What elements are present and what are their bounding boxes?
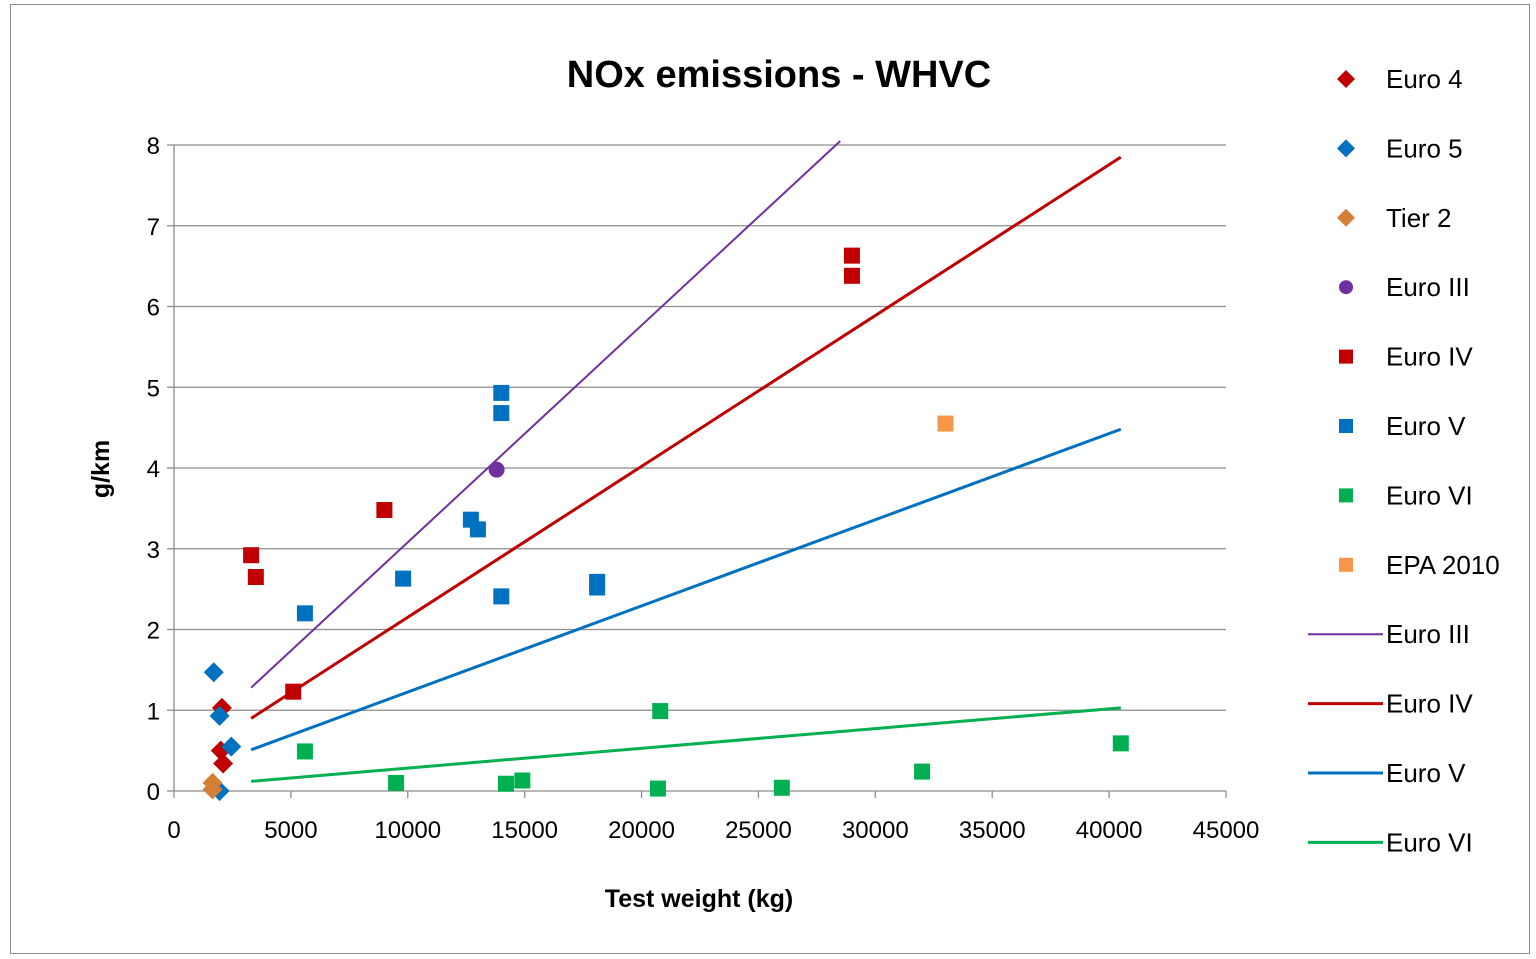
legend-label: Euro IV (1386, 342, 1473, 372)
data-point (202, 779, 223, 800)
trend-lines (250, 140, 1122, 783)
x-tick-label: 40000 (1076, 817, 1143, 844)
data-point (493, 384, 510, 401)
legend-label: EPA 2010 (1386, 550, 1500, 580)
legend-label: Euro III (1386, 619, 1470, 649)
data-point (296, 605, 313, 622)
legend-label: Euro VI (1386, 480, 1473, 510)
data-point (493, 405, 510, 422)
data-point (497, 775, 514, 792)
data-point (376, 501, 393, 518)
axes (167, 144, 1227, 798)
data-point (388, 774, 405, 791)
legend-marker-swatch (1339, 349, 1353, 364)
y-tick-labels: 0 1 2 3 4 5 6 7 8 (147, 133, 160, 806)
data-points (202, 247, 1129, 801)
legend-marker-swatch (1339, 557, 1353, 572)
legend-marker-swatch (1339, 488, 1353, 503)
data-point (221, 736, 242, 757)
data-point (247, 569, 264, 586)
data-point (488, 461, 505, 478)
x-tick-labels: 0 5000 10000 15000 20000 25000 30000 35000 40000… (167, 817, 1259, 844)
x-tick-label: 45000 (1193, 817, 1260, 844)
legend-label: Tier 2 (1386, 203, 1452, 233)
scatter-chart: NOx emissions - WHVC 0 5000 10000 15000 2000… (87, 54, 1500, 913)
data-point (203, 662, 224, 683)
x-tick-label: 25000 (725, 817, 792, 844)
data-point (652, 703, 669, 720)
y-tick-label: 2 (147, 618, 160, 645)
legend-marker-swatch (1337, 208, 1355, 227)
x-axis-title: Test weight (kg) (605, 885, 793, 913)
chart-frame: NOx emissions - WHVC 0 5000 10000 15000 2000… (10, 4, 1530, 954)
data-point (773, 779, 790, 796)
legend-marker-swatch (1337, 70, 1355, 88)
data-point (589, 579, 606, 596)
data-point (843, 247, 860, 264)
x-tick-label: 10000 (374, 817, 441, 844)
y-tick-label: 5 (147, 375, 160, 402)
trend-line (250, 140, 841, 689)
legend-marker-swatch (1339, 280, 1353, 295)
grid-lines (174, 144, 1226, 711)
legend-marker-swatch (1339, 419, 1353, 433)
y-axis-title: g/km (87, 440, 115, 498)
y-tick-label: 4 (147, 456, 160, 483)
data-point (937, 415, 954, 432)
data-point (296, 743, 313, 760)
chart-title: NOx emissions - WHVC (567, 54, 991, 96)
legend-label: Euro V (1386, 758, 1466, 788)
data-point (649, 780, 666, 797)
legend-label: Euro 4 (1386, 64, 1463, 94)
data-point (843, 267, 860, 284)
legend-label: Euro III (1386, 272, 1470, 302)
legend-label: Euro V (1386, 411, 1466, 441)
legend-label: Euro VI (1386, 827, 1473, 857)
y-tick-label: 6 (147, 295, 160, 322)
data-point (914, 763, 931, 780)
data-point (395, 570, 412, 587)
data-point (213, 753, 234, 774)
y-tick-label: 7 (147, 214, 160, 241)
x-tick-label: 15000 (491, 817, 558, 844)
legend-marker-swatch (1337, 139, 1355, 158)
y-tick-label: 1 (147, 698, 160, 725)
y-tick-label: 3 (147, 537, 160, 564)
data-point (285, 683, 302, 700)
trend-line (251, 706, 1121, 783)
data-point (1112, 735, 1129, 752)
trend-line (250, 155, 1122, 720)
data-point (514, 772, 531, 789)
x-tick-label: 35000 (959, 817, 1026, 844)
y-tick-label: 0 (147, 779, 160, 806)
data-point (469, 521, 486, 538)
legend-label: Euro IV (1386, 689, 1473, 719)
data-point (493, 588, 510, 605)
x-tick-label: 20000 (608, 817, 675, 844)
legend: Euro 4 Euro 5 Tier 2 Euro III Euro IV Euro V E… (1308, 64, 1500, 857)
data-point (209, 705, 230, 726)
x-tick-label: 30000 (842, 817, 909, 844)
data-point (243, 547, 260, 564)
x-tick-label: 0 (167, 817, 180, 844)
y-tick-label: 8 (147, 133, 160, 160)
legend-label: Euro 5 (1386, 133, 1463, 163)
x-tick-label: 5000 (264, 817, 317, 844)
trend-line (250, 427, 1122, 752)
